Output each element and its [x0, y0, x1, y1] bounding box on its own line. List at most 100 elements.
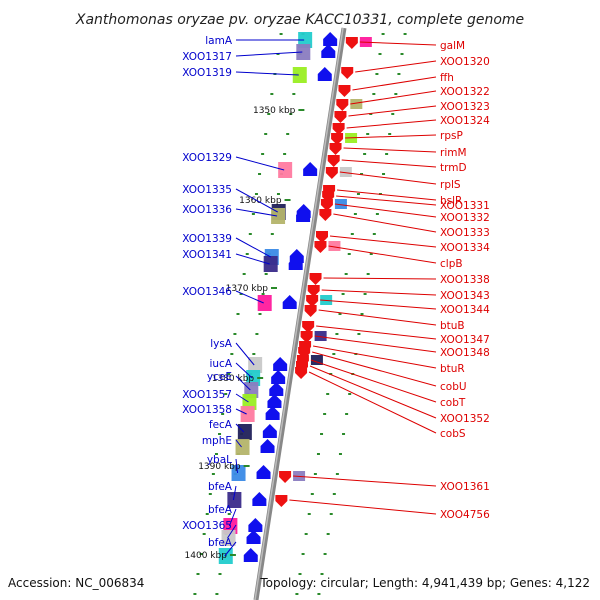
reverse-gene-arrow [307, 285, 320, 297]
forward-gene-label: fecA [209, 419, 233, 431]
reverse-gene-connector [352, 76, 437, 91]
feature-box [328, 241, 341, 251]
genome-backbone-highlight [254, 27, 344, 600]
forward-gene-arrow [317, 67, 332, 81]
reverse-gene-arrow [345, 37, 358, 49]
reverse-gene-label: XOO1323 [440, 101, 490, 113]
reverse-gene-arrow [327, 155, 340, 167]
reverse-gene-connector [329, 235, 437, 248]
reverse-gene-arrow [295, 367, 308, 379]
feature-box [227, 492, 242, 508]
reverse-gene-label: XOO1333 [440, 227, 490, 239]
forward-gene-arrow [262, 424, 277, 438]
feature-box [235, 439, 250, 455]
feature-box [339, 167, 352, 177]
reverse-gene-arrow [320, 199, 333, 211]
reverse-gene-connector [336, 195, 437, 206]
feature-box [257, 295, 272, 311]
reverse-gene-connector [348, 105, 437, 117]
feature-box [271, 208, 286, 224]
forward-gene-arrow [282, 295, 297, 309]
kbp-label: 1400 kbp [185, 551, 228, 561]
reverse-gene-arrow [306, 295, 319, 307]
feature-box [310, 355, 323, 365]
forward-gene-label: XOO1336 [182, 204, 232, 216]
feature-box [248, 357, 263, 373]
feature-box [314, 331, 327, 341]
reverse-gene-label: XOO1347 [440, 334, 490, 346]
feature-box [292, 67, 307, 83]
reverse-gene-connector [359, 41, 437, 46]
feature-box [218, 548, 233, 564]
forward-gene-label: XOO1335 [182, 184, 232, 196]
reverse-gene-connector [343, 147, 437, 153]
reverse-gene-connector [345, 134, 437, 139]
forward-gene-label: ybaL [207, 454, 232, 466]
reverse-gene-arrow [319, 209, 332, 221]
reverse-gene-arrow [314, 241, 327, 253]
reverse-gene-arrow [331, 133, 344, 145]
forward-gene-connector [232, 485, 237, 501]
reverse-gene-connector [308, 371, 437, 434]
forward-gene-label: XOO1317 [182, 51, 232, 63]
forward-gene-arrow [267, 394, 282, 408]
forward-gene-connector [235, 408, 247, 415]
forward-gene-connector [235, 439, 242, 448]
forward-gene-label: bfeA [208, 504, 233, 516]
kbp-scale: 1350 kbp 1360 kbp 1370 kbp 1380 kbp 1390 kbp… [185, 106, 305, 561]
reverse-gene-label: btuB [440, 320, 465, 332]
feature-box [221, 530, 236, 546]
feature-box [263, 256, 278, 272]
feature-box [278, 162, 293, 178]
forward-gene-connector [235, 290, 264, 304]
reverse-gene-label: cobU [440, 381, 467, 393]
reverse-gene-connector [320, 299, 437, 310]
genome-backbone [253, 27, 347, 600]
reverse-gene-label: XOO1331 [440, 200, 490, 212]
reverse-gene-label: hslR [440, 195, 462, 207]
reverse-gene-connector [323, 277, 437, 280]
forward-gene-arrow [256, 465, 271, 479]
reverse-gene-arrow [316, 231, 328, 243]
forward-gene-arrow [296, 208, 311, 222]
reverse-gene-arrow [334, 111, 347, 123]
reverse-gene-arrow [304, 305, 317, 317]
reverse-gene-connector [293, 475, 437, 487]
reverse-gene-label: XOO4756 [440, 509, 490, 521]
forward-gene-arrow [260, 439, 275, 453]
feature-box [240, 406, 255, 422]
forward-gene-label: yceE [207, 371, 232, 383]
topology-summary: Topology: circular; Length: 4,941,439 bp… [259, 576, 590, 590]
reverse-gene-connector [350, 90, 437, 105]
reverse-gene-connector [310, 359, 437, 403]
reverse-gene-label: XOO1338 [440, 274, 490, 286]
reverse-gene-connector [334, 203, 437, 218]
reverse-gene-connector [312, 345, 437, 369]
forward-gene-arrow [288, 256, 303, 270]
reverse-gene-label: clpB [440, 258, 463, 270]
reverse-gene-label: XOO1361 [440, 481, 490, 493]
reverse-gene-arrow [309, 273, 322, 285]
reverse-gene-label: rpsP [440, 130, 463, 142]
reverse-gene-label: XOO1344 [440, 304, 490, 316]
reverse-gene-connector [333, 213, 437, 233]
forward-gene-arrow [248, 518, 263, 532]
forward-gene-connector [224, 541, 237, 557]
forward-gene-arrow [321, 44, 336, 58]
kbp-label: 1350 kbp [253, 106, 296, 116]
reverse-gene-arrow [338, 85, 351, 97]
forward-gene-connector [235, 423, 245, 433]
forward-gene-label: XOO1365 [182, 520, 232, 532]
reverse-gene-label: btuR [440, 363, 465, 375]
accession-label: Accession: NC_006834 [8, 576, 144, 590]
reverse-gene-connector [309, 365, 437, 419]
forward-gene-connector [235, 362, 253, 379]
reverse-gene-label: XOO1324 [440, 115, 490, 127]
forward-gene-connector [235, 208, 278, 217]
reverse-gene-arrow [329, 143, 342, 155]
reverse-gene-arrow [279, 471, 292, 483]
map-title: Xanthomonas oryzae pv. oryzae KACC10331,… [75, 12, 524, 28]
forward-gene-label: mphE [202, 435, 232, 447]
forward-gene-connector [235, 458, 239, 474]
